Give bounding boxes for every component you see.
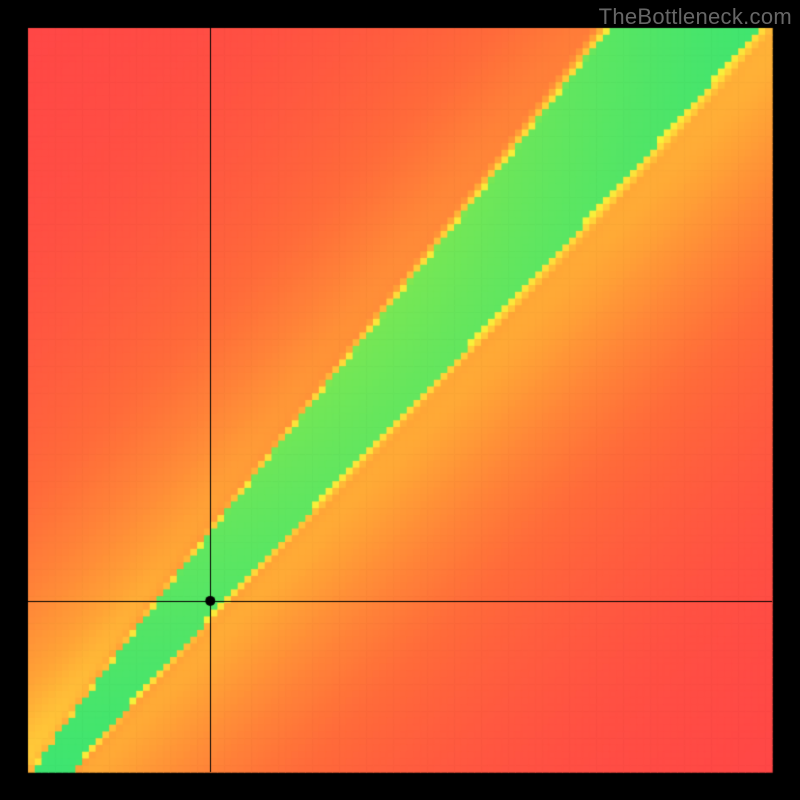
chart-container: TheBottleneck.com bbox=[0, 0, 800, 800]
watermark-label: TheBottleneck.com bbox=[599, 4, 792, 30]
bottleneck-heatmap-canvas bbox=[0, 0, 800, 800]
